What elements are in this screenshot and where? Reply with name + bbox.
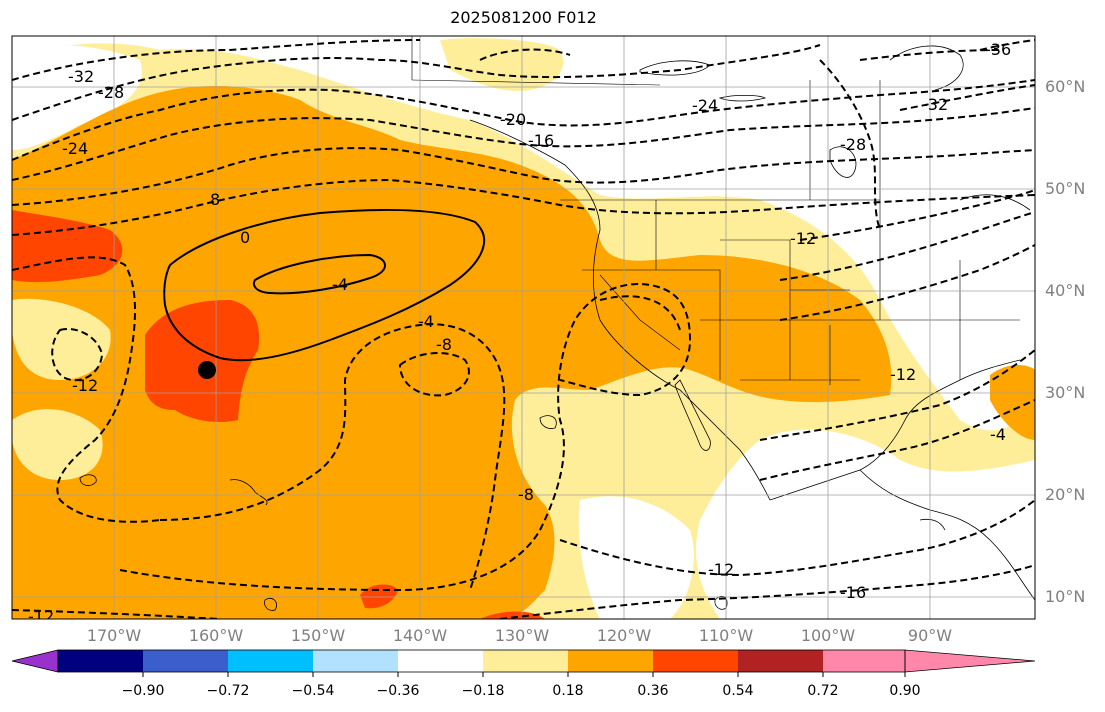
colorbar-segment (228, 650, 313, 672)
colorbar (11, 649, 1036, 677)
shading-light-yellow-patch-3 (515, 400, 593, 470)
contour-label: -28 (98, 83, 124, 102)
colorbar-tick-label: −0.36 (376, 683, 420, 699)
colorbar-tick-label: 0.18 (552, 683, 584, 699)
contour-label: -32 (922, 95, 948, 114)
lon-label-130w: 130°W (494, 626, 550, 645)
contour-label: -20 (500, 110, 526, 129)
colorbar-tick-label: 0.90 (889, 683, 921, 699)
colorbar-segment (823, 650, 905, 672)
shading-white-ne (560, 40, 1035, 330)
coastlines (79, 45, 1035, 611)
lat-label-60n: 60°N (1045, 77, 1086, 96)
shading-light-yellow-patch-2 (12, 298, 111, 380)
colorbar-segment (568, 650, 653, 672)
lat-label-50n: 50°N (1045, 179, 1086, 198)
contour-label: -16 (840, 583, 866, 602)
colorbar-segment (483, 650, 568, 672)
contour-label: 0 (240, 228, 250, 247)
contour-label: -8 (436, 335, 452, 354)
map-frame (11, 35, 1036, 620)
contour-label: -12 (72, 376, 98, 395)
location-marker (198, 361, 216, 379)
shading-orange-se (990, 365, 1035, 440)
shading-orange (12, 85, 892, 619)
colorbar-tick-label: −0.54 (291, 683, 335, 699)
lat-label-10n: 10°N (1045, 587, 1086, 606)
colorbar-segment (738, 650, 823, 672)
colorbar-segment (143, 650, 228, 672)
colorbar-segment (398, 650, 483, 672)
contour-label: -12 (790, 229, 816, 248)
colorbar-tick-label: −0.18 (461, 683, 505, 699)
colorbar-frame (57, 649, 906, 673)
lon-label-100w: 100°W (800, 626, 856, 645)
lon-label-170w: 170°W (86, 626, 142, 645)
dashed-contours (12, 39, 1035, 619)
contour-label: -4 (418, 312, 434, 331)
map-title: 2025081200 F012 (450, 8, 597, 27)
contour-label: -36 (985, 40, 1011, 59)
shading-light-yellow-patch-1 (12, 409, 103, 480)
contour-label: -4 (332, 275, 348, 294)
colorbar-tick-label: −0.72 (206, 683, 250, 699)
colorbar-tick-label: 0.36 (637, 683, 669, 699)
colorbar-arrow-left (11, 649, 59, 673)
lon-label-160w: 160°W (188, 626, 244, 645)
contour-label: 8 (210, 190, 220, 209)
solid-contours (163, 208, 486, 362)
lon-label-110w: 110°W (698, 626, 754, 645)
colorbar-arrow-right (904, 649, 1036, 673)
lon-label-140w: 140°W (392, 626, 448, 645)
colorbar-segment (313, 650, 398, 672)
lon-label-90w: 90°W (907, 626, 953, 645)
colorbar-tick-label: −0.90 (121, 683, 165, 699)
colorbar-ticks (142, 672, 906, 677)
lat-label-20n: 20°N (1045, 485, 1086, 504)
lat-label-30n: 30°N (1045, 383, 1086, 402)
contour-label: -12 (28, 607, 54, 626)
shading-red-4 (480, 611, 545, 619)
contour-label: -28 (840, 135, 866, 154)
contour-label: -4 (990, 425, 1006, 444)
gridlines (12, 36, 1035, 619)
colorbar-tick-label: 0.54 (722, 683, 754, 699)
contour-label: -32 (68, 67, 94, 86)
colorbar-segment (58, 650, 143, 672)
contour-label: -8 (518, 485, 534, 504)
lat-label-40n: 40°N (1045, 281, 1086, 300)
colorbar-segment (653, 650, 738, 672)
lon-label-150w: 150°W (290, 626, 346, 645)
contour-label: -24 (62, 139, 88, 158)
contour-label: -16 (528, 131, 554, 150)
state-borders (411, 36, 1020, 385)
contour-labels: -32 -28 -24 -36 -32 -24 -20 -16 -28 8 0 … (28, 40, 1011, 626)
shading-white-s (578, 496, 694, 619)
contour-label: -12 (708, 560, 734, 579)
colorbar-tick-label: 0.72 (807, 683, 839, 699)
lon-label-120w: 120°W (596, 626, 652, 645)
contour-label: -24 (692, 96, 718, 115)
contour-label: -12 (890, 365, 916, 384)
shading-red-2 (145, 300, 260, 422)
